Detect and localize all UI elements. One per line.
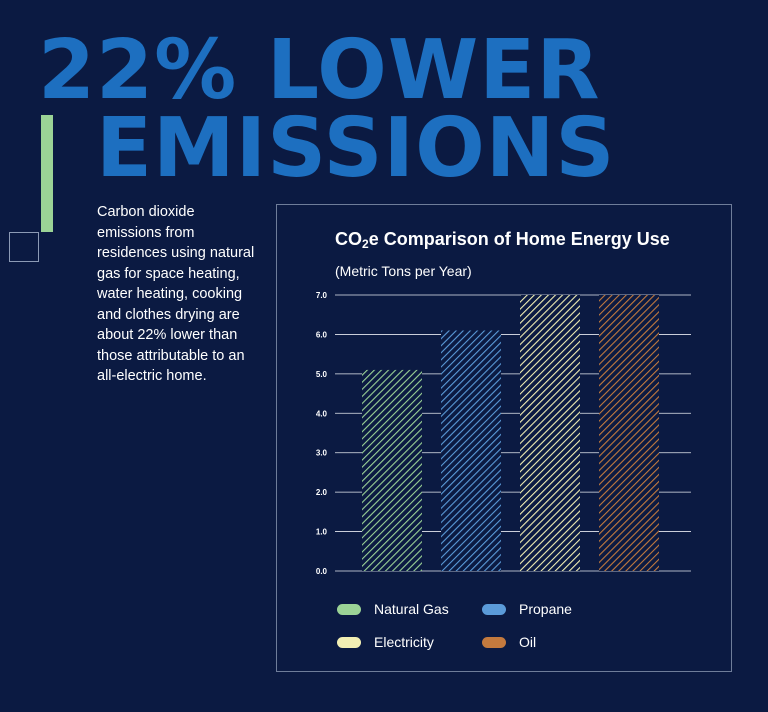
y-tick-label: 0.0 xyxy=(316,567,328,576)
bar-natural-gas xyxy=(362,369,422,571)
legend-swatch-oil xyxy=(482,636,506,648)
accent-bar xyxy=(41,115,53,232)
chart-panel: CO2e Comparison of Home Energy Use (Metr… xyxy=(276,204,732,672)
headline-line-2: EMISSIONS xyxy=(96,101,616,196)
legend-swatch-natural-gas xyxy=(337,603,361,615)
y-tick-label: 5.0 xyxy=(316,370,328,379)
body-text: Carbon dioxide emissions from residences… xyxy=(97,204,255,384)
legend-label-oil: Oil xyxy=(519,634,537,650)
headline-line-1: 22% LOWER xyxy=(38,23,601,118)
chart-subtitle: (Metric Tons per Year) xyxy=(335,263,472,279)
legend-item-natural-gas: Natural Gas xyxy=(337,601,449,617)
y-tick-label: 7.0 xyxy=(316,291,328,300)
chart-title-suffix: e Comparison of Home Energy Use xyxy=(368,229,670,249)
legend-label-propane: Propane xyxy=(519,601,572,617)
legend-swatch-propane xyxy=(482,603,506,615)
legend-item-oil: Oil xyxy=(482,634,536,650)
legend-item-electricity: Electricity xyxy=(337,634,434,650)
accent-square xyxy=(9,232,39,262)
y-tick-label: 2.0 xyxy=(316,488,328,497)
y-tick-label: 4.0 xyxy=(316,409,328,418)
legend-item-propane: Propane xyxy=(482,601,572,617)
legend-label-natural-gas: Natural Gas xyxy=(374,601,449,617)
bar-propane xyxy=(441,330,501,571)
bar-electricity xyxy=(520,295,580,571)
chart-title-prefix: CO xyxy=(335,229,362,249)
legend-label-electricity: Electricity xyxy=(374,634,434,650)
legend-swatch-electricity xyxy=(337,636,361,648)
y-tick-label: 6.0 xyxy=(316,330,328,339)
y-tick-label: 3.0 xyxy=(316,449,328,458)
chart-title-subscript: 2 xyxy=(362,237,369,251)
bar-oil xyxy=(599,295,659,571)
bar-chart: 0.0 1.0 2.0 3.0 4.0 5.0 6.0 7.0 xyxy=(316,291,691,576)
chart-title: CO2e Comparison of Home Energy Use xyxy=(335,229,670,251)
y-tick-label: 1.0 xyxy=(316,528,328,537)
